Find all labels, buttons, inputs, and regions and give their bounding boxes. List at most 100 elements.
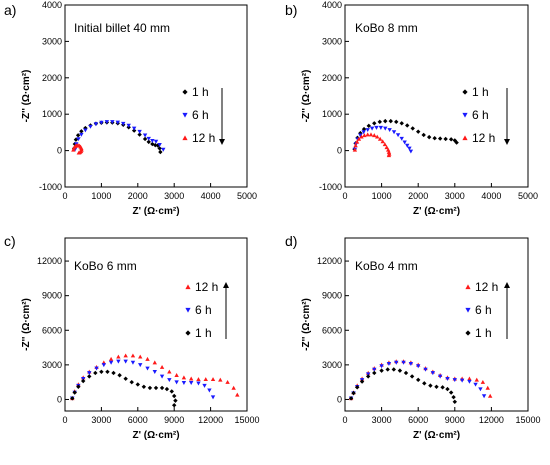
legend-arrow-head [504,139,510,145]
data-point [181,380,187,385]
series-12h [352,132,392,158]
data-point [137,132,142,137]
y-tick-label: 0 [57,394,62,404]
data-point [88,124,93,129]
x-tick-label: 5000 [237,191,257,201]
data-point [72,390,77,395]
data-point [374,125,379,130]
legend-label: 6 h [195,303,212,317]
data-point [407,146,412,151]
data-point [152,360,157,365]
panel-label: b) [285,2,297,18]
data-point [454,140,459,145]
y-tick-label: 9000 [42,291,62,301]
y-tick-label: 2000 [42,73,62,83]
legend-label: 1 h [195,326,212,340]
data-point [225,379,230,384]
chart-panel-2: 0 1000 2000 3000 4000 5000-100001000200030004… [285,0,538,217]
series-6h [72,120,166,152]
legend-arrow-head [219,139,225,145]
data-point [467,376,472,381]
data-point [401,360,406,365]
panel-title: KoBo 8 mm [355,21,418,35]
legend-arrow-head [504,282,510,288]
legend-label: 6 h [192,108,209,122]
data-point [123,376,128,381]
data-point [452,378,457,383]
data-point [348,396,354,401]
y-tick-label: 3000 [322,360,342,370]
data-point [94,366,99,371]
data-point [383,118,388,124]
data-point [158,149,163,155]
x-tick-label: 12000 [479,415,504,425]
data-point [87,371,92,376]
data-point [108,356,114,361]
data-point [145,366,150,371]
data-point [378,125,384,130]
data-point [372,367,377,372]
data-point [130,353,136,358]
data-point [79,129,84,134]
data-point [115,120,120,125]
data-point [387,128,392,133]
data-point [116,359,121,364]
data-point [159,385,165,391]
x-tick-label: 4000 [481,191,501,201]
legend-label: 1 h [472,85,489,99]
legend-arrow-head [223,282,229,288]
data-point [408,149,414,154]
data-point [231,385,236,390]
y-tick-label: 3000 [322,36,342,46]
data-point [416,364,421,369]
data-point [130,360,136,365]
panel-title: KoBo 6 mm [74,259,137,273]
data-point [397,368,403,373]
x-tick-label: 15000 [234,415,259,425]
series-12h [348,359,493,401]
data-point [146,139,151,145]
legend-label: 12 h [195,280,218,294]
legend-marker [182,112,188,118]
data-point [207,388,212,393]
data-point [121,121,126,126]
data-point [358,133,363,138]
series-6h [352,125,414,154]
data-point [73,137,79,142]
data-point [355,385,360,390]
data-point [161,147,166,152]
panel-label: a) [4,2,16,18]
data-point [110,120,115,125]
data-point [459,378,465,383]
data-point [487,393,493,398]
data-point [473,382,478,387]
data-point [131,126,137,131]
plot-frame [64,237,248,412]
legend-label: 1 h [192,85,209,99]
data-point [478,387,483,392]
data-point [386,153,392,158]
data-point [71,147,76,152]
data-point [142,136,148,142]
data-point [481,394,487,399]
x-tick-label: 1000 [372,191,392,201]
data-point [87,374,92,379]
data-point [405,123,410,128]
y-tick-label: 0 [337,146,342,156]
data-point [210,395,216,400]
data-point [379,368,384,373]
data-point [416,129,421,134]
x-tick-label: 0 [342,415,347,425]
chart-panel-1: 0 1000 2000 3000 4000 5000-100001000200030004… [4,0,257,217]
data-point [352,147,358,152]
data-point [75,133,81,138]
data-point [145,356,150,361]
data-point [76,137,81,142]
legend-label: 6 h [472,108,489,122]
data-point [372,370,377,376]
y-tick-label: 0 [57,146,62,156]
x-tick-label: 0 [342,191,347,201]
data-point [196,377,201,382]
data-point [451,394,456,400]
data-point [126,123,131,128]
